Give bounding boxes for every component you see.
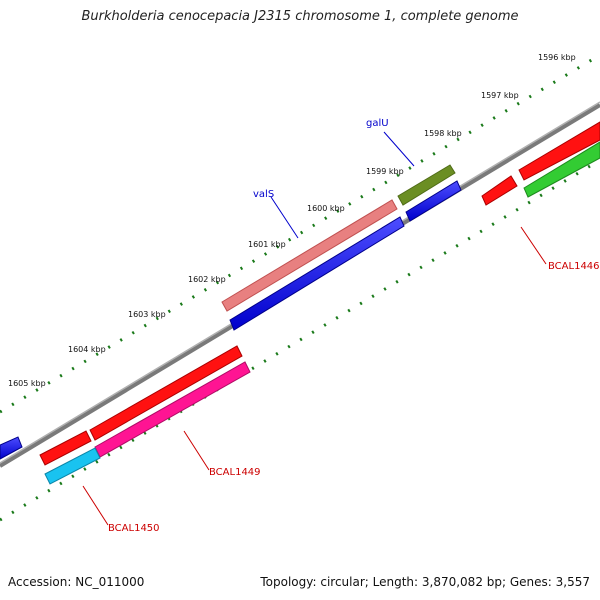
green-gene[interactable] [523, 141, 600, 198]
ruler-label: 1598 kbp [424, 129, 462, 138]
valS-gene[interactable] [221, 199, 398, 312]
BCAL1446-connector [520, 226, 547, 265]
blue-gene-1[interactable] [229, 216, 405, 331]
upper-left-red-gene[interactable] [39, 430, 92, 466]
ruler-label: 1603 kbp [128, 310, 166, 319]
galU-connector [383, 131, 415, 167]
map-title: Burkholderia cenocepacia J2315 chromosom… [81, 9, 519, 24]
galU-gene[interactable] [397, 164, 456, 206]
ruler-label: 1601 kbp [248, 240, 286, 249]
BCAL1449-connector [183, 430, 210, 471]
BCAL1450-label[interactable]: BCAL1450 [108, 523, 160, 534]
ruler-label: 1604 kbp [68, 345, 106, 354]
BCAL1449-upper-gene[interactable] [89, 345, 243, 441]
valS-label[interactable]: valS [253, 189, 274, 200]
inner-ruler-track [0, 158, 600, 522]
ruler-label: 1599 kbp [366, 167, 404, 176]
ruler-label: 1600 kbp [307, 204, 345, 213]
ruler-label: 1597 kbp [481, 91, 519, 100]
upper-right-red-gene[interactable] [518, 121, 600, 181]
BCAL1449-label[interactable]: BCAL1449 [209, 467, 261, 478]
BCAL1450-gene[interactable] [44, 447, 101, 485]
BCAL1449-gene[interactable] [94, 361, 251, 458]
outer-ruler-track [0, 53, 600, 414]
ruler-label: 1596 kbp [538, 53, 576, 62]
genome-summary-text: Topology: circular; Length: 3,870,082 bp… [260, 575, 590, 589]
left-blue-gene[interactable] [0, 436, 23, 460]
BCAL1450-connector [82, 485, 109, 526]
valS-connector [270, 196, 299, 239]
accession-text: Accession: NC_011000 [8, 575, 145, 589]
ruler-label: 1602 kbp [188, 275, 226, 284]
BCAL1446-gene[interactable] [481, 175, 518, 206]
ruler-label: 1605 kbp [8, 379, 46, 388]
BCAL1446-label[interactable]: BCAL1446 [548, 261, 600, 272]
blue-gene-2[interactable] [405, 180, 462, 222]
galU-label[interactable]: galU [366, 118, 389, 129]
